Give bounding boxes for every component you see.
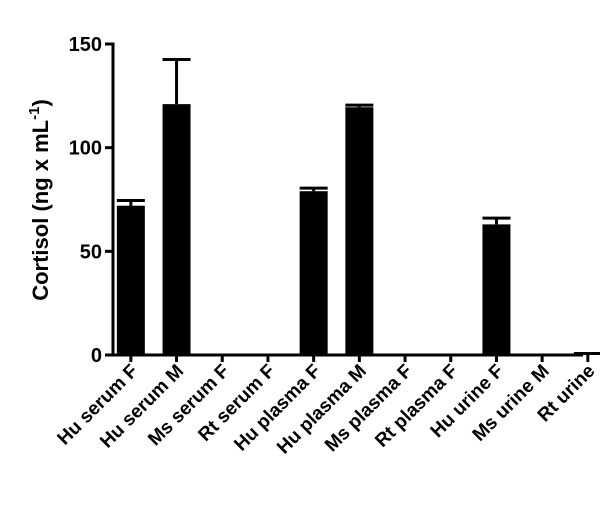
bars-layer: [116, 104, 600, 355]
error-bar-hu-plasma-f: [299, 186, 328, 192]
error-bar-hu-urine-f: [482, 216, 511, 225]
error-bar-hu-serum-m: [162, 58, 191, 105]
error-bar-hu-plasma-m: [345, 103, 374, 108]
bar-hu-plasma-m: [345, 107, 374, 355]
bar-hu-plasma-f: [299, 191, 328, 355]
axes-layer: [105, 42, 590, 362]
y-tick-label-100: 100: [69, 138, 102, 160]
error-bars-layer: [116, 58, 600, 356]
bar-hu-serum-f: [116, 205, 145, 355]
y-tick-label-150: 150: [69, 34, 102, 56]
y-axis-title-superscript: -1: [26, 107, 43, 120]
y-tick-label-50: 50: [80, 241, 102, 263]
y-axis-title-main: Cortisol (ng x mL: [28, 120, 53, 301]
y-axis-title-suffix: ): [28, 99, 53, 106]
bar-hu-urine-f: [482, 224, 511, 355]
y-tick-label-0: 0: [91, 345, 102, 367]
y-axis-title: Cortisol (ng x mL-1): [26, 99, 53, 301]
error-bar-hu-serum-f: [116, 199, 145, 206]
bar-hu-serum-m: [162, 104, 191, 355]
